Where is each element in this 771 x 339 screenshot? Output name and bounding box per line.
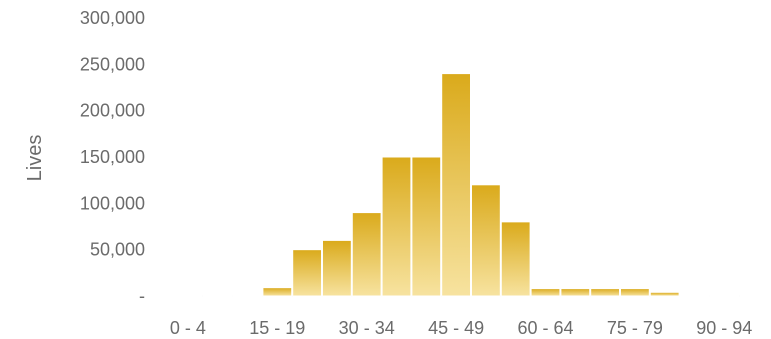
y-axis-tick-labels: - 50,000 100,000 150,000 200,000 250,000 300,0…	[80, 8, 145, 306]
bar-40-44	[411, 156, 442, 297]
bar-25-29	[322, 239, 352, 297]
y-tick-label: -	[139, 286, 145, 306]
bar-15-19	[262, 287, 293, 297]
bar-30-34	[351, 212, 382, 297]
bar-65-69	[560, 288, 591, 297]
y-tick-label: 50,000	[90, 240, 145, 260]
x-tick-label: 15 - 19	[249, 318, 305, 338]
x-tick-label: 75 - 79	[607, 318, 663, 338]
bar-95-99	[739, 294, 770, 297]
bar-85-89	[679, 294, 710, 297]
y-tick-label: 250,000	[80, 54, 145, 74]
x-tick-label: 30 - 34	[339, 318, 395, 338]
bar-70-74	[590, 288, 621, 297]
bar-45-49	[441, 73, 472, 297]
x-tick-label: 45 - 49	[428, 318, 484, 338]
bar-55-59	[500, 221, 531, 297]
bar-90-94	[709, 294, 740, 297]
x-tick-label: 0 - 4	[170, 318, 206, 338]
bar-35-39	[381, 156, 412, 297]
bar-10-14	[232, 294, 263, 297]
bar-5-9	[202, 294, 233, 297]
bar-80-84	[649, 291, 680, 297]
y-axis-title: Lives	[24, 135, 46, 182]
bar-75-79	[620, 288, 650, 297]
bar-0-4	[173, 294, 203, 297]
y-tick-label: 200,000	[80, 101, 145, 121]
x-axis-tick-labels: 0 - 4 15 - 19 30 - 34 45 - 49 60 - 64 75 - 79…	[170, 318, 752, 338]
bar-20-24	[292, 249, 323, 297]
y-tick-label: 300,000	[80, 8, 145, 28]
bars-group	[173, 73, 770, 297]
y-tick-label: 100,000	[80, 193, 145, 213]
y-tick-label: 150,000	[80, 147, 145, 167]
bar-60-64	[530, 288, 561, 297]
x-tick-label: 60 - 64	[517, 318, 573, 338]
x-tick-label: 90 - 94	[696, 318, 752, 338]
bar-50-54	[471, 184, 501, 297]
